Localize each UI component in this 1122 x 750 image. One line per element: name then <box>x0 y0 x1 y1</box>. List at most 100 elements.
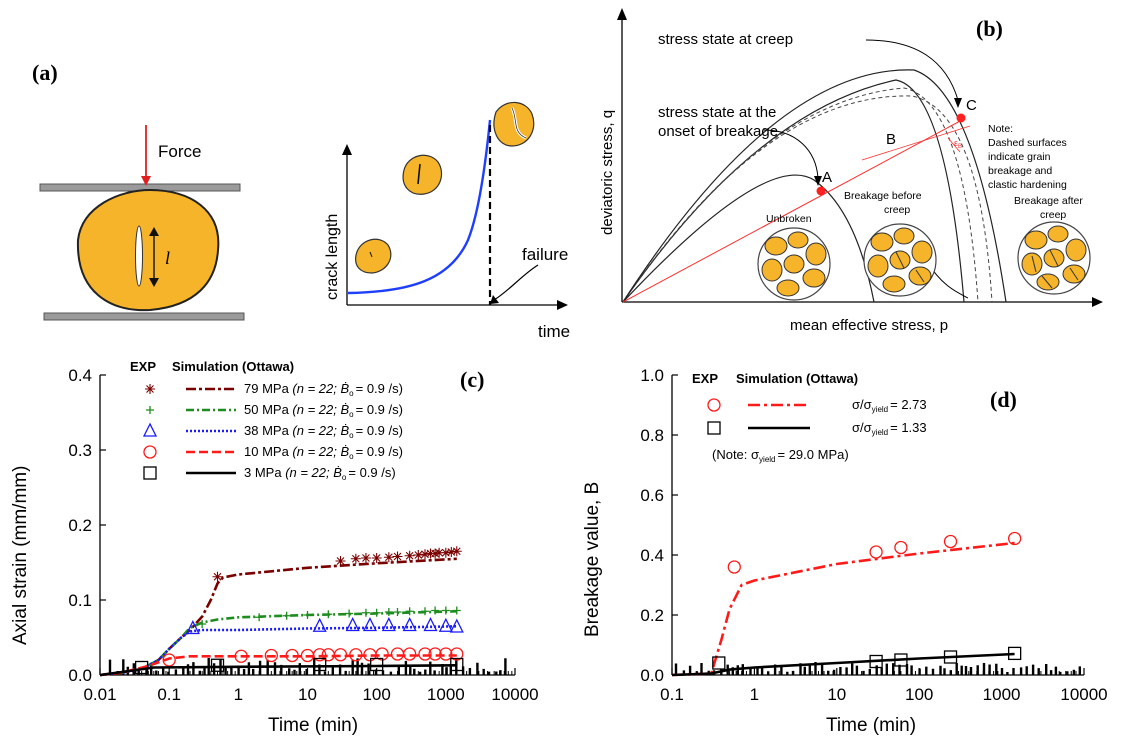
annot-creep: stress state at creep <box>658 31 793 48</box>
exp-point <box>371 553 382 563</box>
exp-point <box>423 617 438 632</box>
onset-annotation-head <box>814 176 822 186</box>
legend-marker <box>707 398 721 412</box>
exp-point <box>162 653 176 667</box>
exp-point <box>894 540 908 555</box>
series-2 <box>99 617 464 677</box>
legend-label: σ/σyield = 1.33 <box>852 420 927 437</box>
x-tick-label: 0.1 <box>660 685 684 704</box>
exp-point <box>324 610 333 619</box>
crack-length-symbol: l <box>165 248 170 268</box>
yield-surface-creep <box>622 69 1007 303</box>
failure-label: failure <box>522 245 568 264</box>
exp-point <box>403 647 417 661</box>
exp-point <box>869 654 883 669</box>
d-legend-header-exp: EXP <box>692 371 718 386</box>
panel-crack-growth: crack length time failure <box>300 100 590 350</box>
stress-diagram: εB A B C deviatoric stress, q mean effec… <box>599 8 1103 334</box>
c-xlabel: Time (min) <box>268 715 358 736</box>
grain-medium <box>402 154 443 195</box>
state-before-label-1: Breakage before <box>844 190 922 202</box>
exp-point <box>255 613 264 622</box>
annot-onset-1: stress state at the <box>658 104 776 121</box>
exp-point <box>418 647 432 661</box>
point-b-label: B <box>886 131 896 148</box>
exp-point <box>210 658 225 672</box>
crack-growth-xlabel: time <box>538 322 570 341</box>
point-c-marker <box>956 113 966 123</box>
state-unbroken-label: Unbroken <box>766 213 812 225</box>
d-ylabel: Breakage value, B <box>582 482 603 637</box>
legend-marker <box>143 445 157 459</box>
exp-point <box>393 608 402 616</box>
y-tick-label: 0.4 <box>640 546 664 565</box>
panel-label-b: (b) <box>976 16 1003 41</box>
point-a-marker <box>816 186 826 196</box>
onset-annotation-arrow <box>763 129 819 179</box>
exp-point <box>362 617 378 632</box>
series-1 <box>99 606 461 677</box>
legend-marker <box>146 406 154 414</box>
crack-growth-diagram: crack length time failure <box>324 101 570 341</box>
y-tick-label: 0.8 <box>640 426 664 445</box>
note-block: Note: Dashed surfaces indicate grain bre… <box>988 123 1067 191</box>
y-tick-label: 0.6 <box>640 486 664 505</box>
x-tick-label: 100 <box>905 685 933 704</box>
exp-point <box>894 653 908 667</box>
exp-point <box>943 650 958 664</box>
legend-row-1: σ/σyield = 1.33 <box>707 420 927 437</box>
exp-point <box>370 657 384 672</box>
creep-annotation-head <box>954 98 962 108</box>
note-line-1: Note: <box>988 123 1013 135</box>
y-tick-label: 0.1 <box>68 591 92 610</box>
legend-label: 38 MPa (n = 22; Ḃo = 0.9 /s) <box>244 423 403 440</box>
x-tick-label: 10000 <box>1060 685 1107 704</box>
legend-label: 50 MPa (n = 22; Ḃo = 0.9 /s) <box>244 402 403 419</box>
grain-particle <box>76 188 220 312</box>
crack-growth-curve <box>347 119 492 295</box>
packing-before-creep <box>863 223 937 297</box>
exp-point <box>360 553 371 563</box>
series-1 <box>671 646 1022 677</box>
exp-point <box>381 617 396 632</box>
panel-label-c: (c) <box>460 367 484 392</box>
creep-annotation-arrow <box>865 39 959 101</box>
note-line-5: clastic hardening <box>988 179 1067 191</box>
legend-label: 3 MPa (n = 22; Ḃo = 0.9 /s) <box>244 465 396 482</box>
d-note: (Note: σyield = 29.0 MPa) <box>712 447 849 464</box>
exp-point <box>392 551 403 562</box>
exp-point <box>313 648 327 662</box>
crack-growth-x-arrow <box>557 300 568 310</box>
exp-point <box>134 660 149 675</box>
panel-label-a: (a) <box>32 60 58 85</box>
x-tick-label: 1000 <box>427 685 465 704</box>
exp-point <box>430 548 441 559</box>
exp-point <box>404 550 415 561</box>
panel-b: εB A B C deviatoric stress, q mean effec… <box>596 0 1122 350</box>
exp-point <box>384 608 393 616</box>
exp-point <box>185 620 200 635</box>
failure-pointer <box>493 264 539 301</box>
c-legend-header-exp: EXP <box>130 359 156 374</box>
series-0 <box>671 531 1022 677</box>
exp-point <box>333 648 348 662</box>
panel-label-d: (d) <box>990 387 1017 412</box>
crack <box>135 225 143 287</box>
c-tick-group: 0.0 0.1 0.2 0.3 0.4 0.01 0.1 1 10 100 1000 10000 <box>68 366 538 704</box>
exp-point <box>264 648 278 663</box>
grain-small <box>355 238 392 274</box>
exp-point <box>350 553 361 564</box>
d-legend: σ/σyield = 2.73 σ/σyield = 1.33 <box>707 397 927 437</box>
state-after-label-2: creep <box>1040 209 1066 221</box>
c-legend-header-sim: Simulation (Ottawa) <box>172 359 294 374</box>
exp-point <box>446 547 457 557</box>
c-series-group <box>99 546 507 677</box>
grain-compression-diagram: Force l <box>39 125 245 321</box>
x-tick-label: 0.01 <box>83 685 116 704</box>
legend-row-0: 79 MPa (n = 22; Ḃo = 0.9 /s) <box>145 381 403 398</box>
b-x-arrow <box>1092 297 1103 307</box>
b-y-arrow <box>617 8 627 20</box>
x-tick-label: 10 <box>298 685 317 704</box>
exp-point <box>428 647 442 661</box>
sim-line <box>99 625 457 677</box>
